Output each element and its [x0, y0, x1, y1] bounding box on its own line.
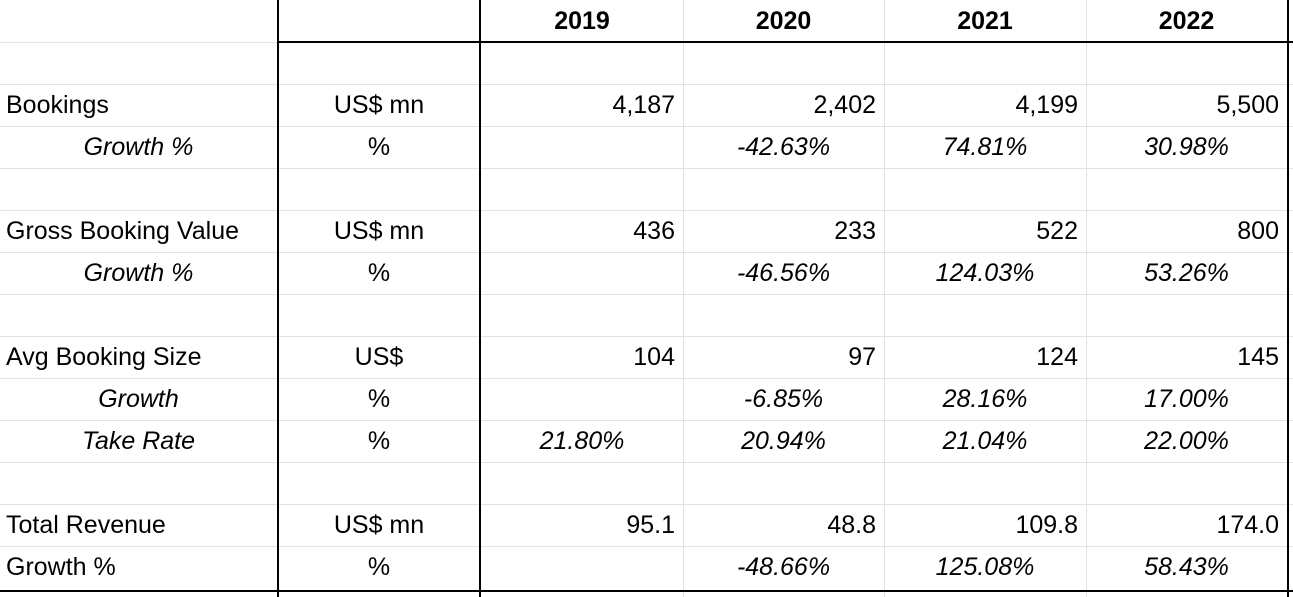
value-cell[interactable]: 2,402 — [813, 91, 876, 119]
value-cell[interactable]: 800 — [1237, 217, 1279, 245]
gridline — [0, 126, 1293, 127]
year-header[interactable]: 2022 — [1158, 7, 1215, 35]
gridline — [1086, 0, 1087, 597]
row-label[interactable]: Bookings — [6, 91, 109, 119]
value-cell[interactable]: 97 — [848, 343, 876, 371]
gridline — [0, 84, 1293, 85]
row-unit[interactable]: % — [367, 259, 391, 287]
row-label[interactable]: Growth % — [83, 259, 194, 287]
header-bottom-border — [278, 41, 1293, 43]
gridline — [0, 420, 1293, 421]
gridline — [0, 504, 1293, 505]
value-cell[interactable]: 436 — [633, 217, 675, 245]
gridline — [884, 0, 885, 597]
row-label[interactable]: Growth % — [6, 553, 116, 581]
row-label[interactable]: Gross Booking Value — [6, 217, 239, 245]
gridline — [0, 378, 1293, 379]
row-unit[interactable]: US$ mn — [333, 217, 425, 245]
value-cell[interactable]: 124.03% — [935, 259, 1035, 287]
row-unit[interactable]: US$ mn — [333, 91, 425, 119]
value-cell[interactable]: 74.81% — [942, 133, 1028, 161]
value-cell[interactable]: 30.98% — [1144, 133, 1229, 161]
value-cell[interactable]: 104 — [633, 343, 675, 371]
value-cell[interactable]: 21.80% — [539, 427, 625, 455]
row-label[interactable]: Growth % — [83, 133, 194, 161]
row-unit[interactable]: % — [367, 427, 391, 455]
value-cell[interactable]: 145 — [1237, 343, 1279, 371]
year-header[interactable]: 2021 — [957, 7, 1013, 35]
bottom-border — [0, 590, 1293, 592]
row-label[interactable]: Growth — [98, 385, 179, 413]
value-cell[interactable]: -46.56% — [736, 259, 831, 287]
value-cell[interactable] — [481, 546, 683, 588]
gridline — [0, 168, 1293, 169]
value-cell[interactable] — [481, 126, 683, 168]
value-cell[interactable]: 522 — [1036, 217, 1078, 245]
value-cell[interactable]: -48.66% — [736, 553, 831, 581]
gridline — [0, 336, 1293, 337]
value-cell[interactable]: 109.8 — [1015, 511, 1078, 539]
value-cell[interactable]: -6.85% — [743, 385, 824, 413]
row-unit[interactable]: US$ — [354, 343, 404, 371]
value-cell[interactable]: 233 — [834, 217, 876, 245]
value-cell[interactable]: 53.26% — [1144, 259, 1229, 287]
value-cell[interactable]: 58.43% — [1144, 553, 1229, 581]
value-cell[interactable] — [481, 378, 683, 420]
value-cell[interactable]: 28.16% — [942, 385, 1028, 413]
label-column-border — [277, 0, 279, 597]
value-cell[interactable]: 21.04% — [942, 427, 1028, 455]
year-header[interactable]: 2020 — [755, 7, 812, 35]
gridline — [0, 546, 1293, 547]
value-cell[interactable]: 124 — [1036, 343, 1078, 371]
right-border — [1287, 0, 1289, 597]
value-cell[interactable]: 5,500 — [1216, 91, 1279, 119]
gridline — [0, 252, 1293, 253]
value-cell[interactable]: 174.0 — [1216, 511, 1279, 539]
value-cell[interactable]: 4,187 — [612, 91, 675, 119]
row-unit[interactable]: % — [367, 133, 391, 161]
gridline — [0, 462, 1293, 463]
value-cell[interactable]: 17.00% — [1144, 385, 1229, 413]
value-cell[interactable]: 125.08% — [935, 553, 1035, 581]
row-unit[interactable]: % — [367, 385, 391, 413]
row-unit[interactable]: US$ mn — [333, 511, 425, 539]
value-cell[interactable]: 4,199 — [1015, 91, 1078, 119]
gridline — [683, 0, 684, 597]
gridline — [0, 294, 1293, 295]
value-cell[interactable] — [481, 252, 683, 294]
value-cell[interactable]: 95.1 — [626, 511, 675, 539]
value-cell[interactable]: 22.00% — [1144, 427, 1229, 455]
value-cell[interactable]: 20.94% — [741, 427, 826, 455]
row-unit[interactable]: % — [367, 553, 391, 581]
value-cell[interactable]: 48.8 — [827, 511, 876, 539]
gridline — [0, 210, 1293, 211]
value-cell[interactable]: -42.63% — [736, 133, 831, 161]
row-label[interactable]: Total Revenue — [6, 511, 166, 539]
row-label[interactable]: Avg Booking Size — [6, 343, 202, 371]
row-label[interactable]: Take Rate — [81, 427, 196, 455]
year-header[interactable]: 2019 — [554, 7, 610, 35]
unit-column-border — [479, 0, 481, 597]
